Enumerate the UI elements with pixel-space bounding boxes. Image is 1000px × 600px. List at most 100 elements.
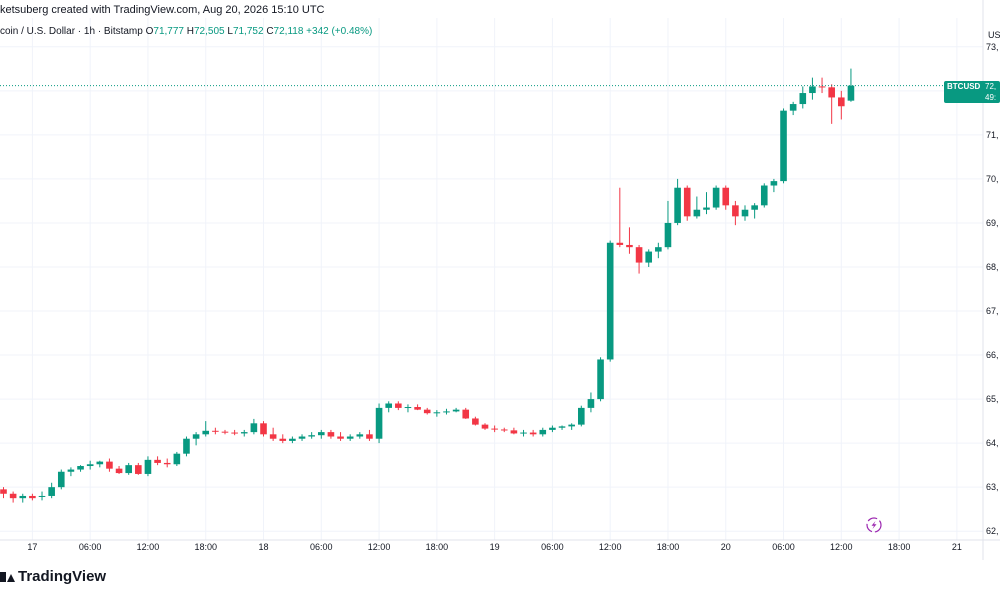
- candle-body: [269, 434, 277, 439]
- open-value: 71,777: [153, 26, 184, 37]
- y-tick-label: 65,: [986, 394, 999, 404]
- y-tick-label: 62,: [986, 526, 999, 536]
- candle-body: [0, 489, 7, 494]
- y-tick-label: 66,: [986, 350, 999, 360]
- close-value: 72,118: [273, 26, 304, 37]
- candle-body: [404, 407, 412, 409]
- candle-body: [597, 359, 604, 400]
- candle-body: [356, 434, 364, 437]
- candle-body: [375, 407, 383, 439]
- tradingview-logo-icon: [0, 571, 15, 582]
- candles: [0, 68, 855, 503]
- x-tick-label: 21: [952, 542, 962, 552]
- candle-body: [655, 247, 662, 252]
- candle-body: [587, 399, 595, 408]
- candle-body: [135, 465, 142, 474]
- candle-body: [539, 429, 547, 435]
- candle-body: [741, 209, 749, 217]
- candle-body: [616, 242, 624, 245]
- candle-body: [67, 469, 75, 472]
- replay-lightning-icon[interactable]: [866, 517, 882, 533]
- price-tag-price: 72,: [985, 82, 997, 91]
- candle-body: [558, 426, 566, 428]
- candle-body: [154, 459, 161, 463]
- candle-body: [500, 429, 508, 431]
- x-tick-label: 12:00: [830, 542, 853, 552]
- candle-body: [770, 181, 778, 186]
- candle-body: [163, 462, 171, 465]
- change-value: +342 (+0.48%): [306, 26, 373, 37]
- candle-body: [818, 86, 826, 88]
- x-tick-label: 18:00: [426, 542, 449, 552]
- candle-body: [231, 432, 238, 434]
- candle-body: [250, 423, 258, 433]
- x-tick-label: 12:00: [368, 542, 391, 552]
- candle-body: [327, 432, 335, 437]
- candle-body: [481, 424, 489, 429]
- x-tick-label: 12:00: [137, 542, 160, 552]
- candle-body: [433, 412, 441, 414]
- candle-body: [173, 453, 181, 465]
- candle-body: [828, 87, 835, 98]
- candle-body: [847, 85, 855, 101]
- candle-body: [674, 187, 681, 223]
- x-tick-label: 17: [27, 542, 37, 552]
- y-tick-label: 67,: [986, 306, 999, 316]
- candle-body: [549, 427, 556, 430]
- candle-body: [529, 432, 537, 435]
- currency-label[interactable]: US: [988, 30, 1000, 40]
- axes: 62, 63, 64, 65, 66, 67, 68, 69, 70, 71, 72, 73, 17 06…: [0, 0, 1000, 560]
- candle-body: [626, 244, 633, 248]
- candle-body: [452, 409, 460, 412]
- candle-body: [578, 407, 585, 425]
- x-tick-label: 06:00: [310, 542, 333, 552]
- candle-body: [751, 205, 758, 210]
- candle-body: [106, 461, 113, 469]
- candle-body: [86, 464, 94, 467]
- candle-body: [221, 431, 229, 433]
- candle-body: [9, 493, 17, 499]
- y-tick-label: 71,: [986, 130, 999, 140]
- x-tick-label: 06:00: [541, 542, 564, 552]
- candle-body: [183, 438, 190, 454]
- candle-body: [664, 222, 672, 248]
- candle-body: [838, 97, 845, 107]
- y-tick-label: 70,: [986, 174, 999, 184]
- candle-body: [366, 434, 373, 439]
- candle-body: [212, 430, 219, 432]
- candle-body: [703, 207, 710, 210]
- candle-body: [38, 495, 46, 497]
- candle-body: [346, 436, 354, 439]
- candle-body: [77, 466, 84, 470]
- candle-body: [722, 187, 730, 206]
- y-tick-label: 63,: [986, 482, 999, 492]
- low-value: 71,752: [232, 26, 264, 37]
- y-tick-label: 68,: [986, 262, 999, 272]
- candle-body: [760, 185, 768, 206]
- x-tick-label: 18:00: [194, 542, 217, 552]
- candle-body: [635, 247, 643, 263]
- overlays: [0, 85, 944, 533]
- y-tick-label: 69,: [986, 218, 999, 228]
- x-tick-label: 18: [259, 542, 269, 552]
- tradingview-logo[interactable]: TradingView: [0, 568, 106, 585]
- candle-body: [192, 434, 200, 439]
- high-label: H: [186, 26, 194, 37]
- x-tick-label: 20: [721, 542, 731, 552]
- ohlc-legend: coin / U.S. Dollar · 1h · Bitstamp O71,7…: [0, 26, 372, 37]
- y-tick-label: 64,: [986, 438, 999, 448]
- candle-body: [414, 407, 421, 410]
- last-price-tag: BTCUSD 72, 49:: [944, 81, 1000, 103]
- candle-body: [308, 435, 315, 437]
- candle-body: [462, 409, 470, 419]
- x-tick-label: 06:00: [79, 542, 102, 552]
- y-tick-label: 73,: [986, 42, 999, 52]
- x-tick-label: 19: [490, 542, 500, 552]
- candle-body: [48, 487, 55, 496]
- candle-body: [443, 411, 450, 413]
- candle-body: [510, 430, 518, 434]
- chart-caption: ketsuberg created with TradingView.com, …: [0, 4, 325, 16]
- candle-body: [645, 251, 653, 263]
- candle-body: [144, 459, 152, 474]
